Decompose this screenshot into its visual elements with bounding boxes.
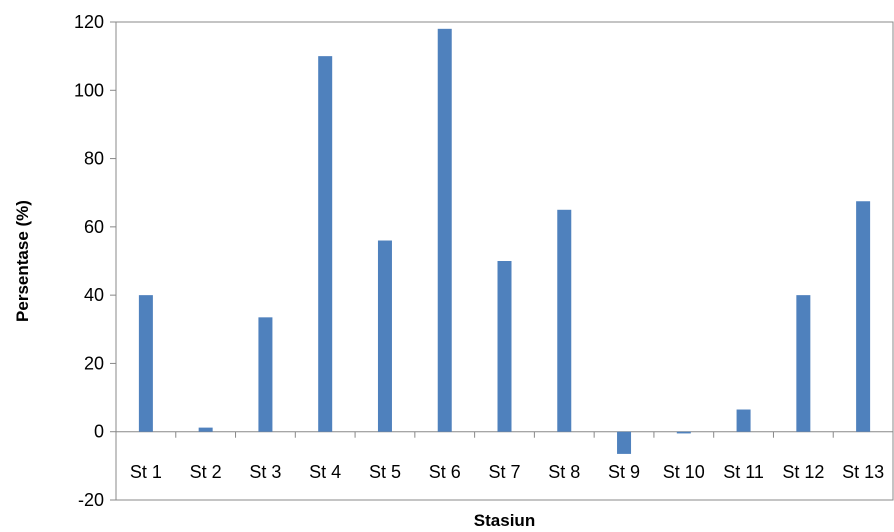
x-tick-label: St 11: [723, 462, 764, 482]
x-tick-label: St 12: [782, 462, 824, 482]
x-tick-label: St 8: [548, 462, 580, 482]
x-tick-label: St 4: [309, 462, 341, 482]
x-tick-label: St 2: [190, 462, 222, 482]
plot-area: [115, 21, 894, 501]
bar-st-9: [617, 431, 632, 454]
bar-st-12: [796, 295, 811, 432]
y-tick-label: 40: [84, 285, 104, 305]
bar-st-2: [198, 427, 213, 432]
y-tick-label: -20: [78, 490, 104, 510]
x-tick-label: St 10: [663, 462, 705, 482]
x-tick-label: St 6: [429, 462, 461, 482]
bar-st-13: [856, 201, 871, 432]
x-tick-label: St 5: [369, 462, 401, 482]
x-tick-label: St 13: [842, 462, 884, 482]
y-tick-label: 20: [84, 353, 104, 373]
y-tick-label: 100: [74, 80, 104, 100]
bar-st-11: [736, 409, 751, 432]
x-tick-label: St 1: [130, 462, 162, 482]
y-axis-title: Persentase (%): [13, 200, 32, 322]
bar-st-3: [258, 317, 273, 432]
bar-st-6: [437, 28, 452, 432]
x-tick-label: St 9: [608, 462, 640, 482]
y-tick-label: 60: [84, 217, 104, 237]
x-axis: St 1 St 2 St 3 St 4 St 5 St 6 St 7 St 8 St 9 St 1…: [130, 431, 884, 482]
y-tick-label: 0: [94, 422, 104, 442]
x-tick-label: St 3: [249, 462, 281, 482]
x-tick-label: St 7: [488, 462, 520, 482]
bar-st-10: [676, 431, 691, 434]
x-axis-title: Stasiun: [474, 511, 535, 530]
bar-st-8: [557, 209, 572, 432]
y-tick-label: 120: [74, 12, 104, 32]
bar-series: [138, 28, 871, 454]
bar-st-5: [377, 240, 392, 432]
plot-border: [115, 21, 894, 501]
bar-st-4: [318, 56, 333, 432]
bar-st-7: [497, 261, 512, 432]
y-axis: -20 0 20 40 60 80 100 120: [74, 12, 893, 510]
bar-st-1: [138, 295, 153, 432]
y-tick-label: 80: [84, 149, 104, 169]
